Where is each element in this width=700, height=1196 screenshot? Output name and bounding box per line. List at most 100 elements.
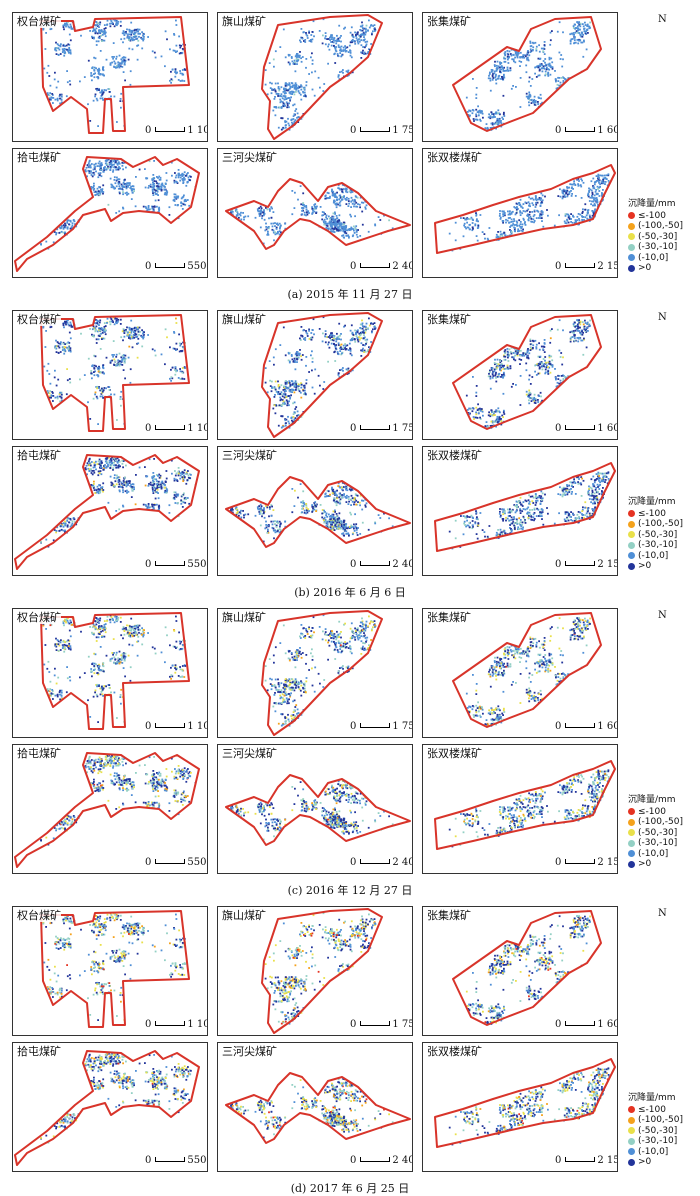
deformation-point bbox=[605, 181, 607, 183]
deformation-point bbox=[128, 357, 130, 359]
deformation-point bbox=[275, 381, 277, 383]
deformation-point bbox=[288, 404, 290, 406]
deformation-point bbox=[288, 55, 290, 57]
deformation-point bbox=[70, 322, 72, 324]
deformation-point bbox=[540, 205, 542, 207]
deformation-point bbox=[107, 163, 109, 165]
deformation-point bbox=[577, 21, 579, 23]
deformation-point bbox=[365, 28, 367, 30]
deformation-point bbox=[271, 390, 273, 392]
deformation-point bbox=[283, 393, 285, 395]
deformation-point bbox=[152, 348, 154, 350]
deformation-point bbox=[539, 51, 541, 53]
deformation-point bbox=[589, 197, 591, 199]
deformation-point bbox=[80, 35, 82, 37]
deformation-point bbox=[279, 95, 281, 97]
deformation-point bbox=[369, 325, 371, 327]
deformation-point bbox=[102, 66, 104, 68]
deformation-point bbox=[51, 93, 53, 95]
deformation-point bbox=[523, 203, 525, 205]
legend-item: (-30,-10] bbox=[628, 242, 683, 253]
deformation-point bbox=[139, 331, 141, 333]
deformation-point bbox=[304, 39, 306, 41]
deformation-point bbox=[332, 224, 334, 226]
deformation-point bbox=[283, 102, 285, 104]
deformation-point bbox=[542, 50, 544, 52]
deformation-point bbox=[513, 54, 515, 56]
deformation-point bbox=[594, 195, 596, 197]
deformation-point bbox=[182, 173, 184, 175]
deformation-point bbox=[334, 213, 336, 215]
deformation-point bbox=[366, 339, 368, 341]
deformation-point bbox=[297, 87, 299, 89]
deformation-point bbox=[345, 191, 347, 193]
deformation-point bbox=[494, 369, 496, 371]
deformation-point bbox=[514, 61, 516, 63]
deformation-point bbox=[296, 415, 298, 417]
deformation-point bbox=[576, 219, 578, 221]
deformation-point bbox=[583, 40, 585, 42]
deformation-point bbox=[528, 201, 530, 203]
deformation-point bbox=[579, 220, 581, 222]
deformation-point bbox=[93, 100, 95, 102]
deformation-point bbox=[510, 67, 512, 69]
deformation-point bbox=[102, 397, 104, 399]
deformation-point bbox=[487, 238, 489, 240]
deformation-point bbox=[485, 127, 487, 129]
deformation-point bbox=[291, 82, 293, 84]
deformation-point bbox=[455, 239, 457, 241]
deformation-point bbox=[579, 323, 581, 325]
deformation-point bbox=[488, 414, 490, 416]
deformation-point bbox=[135, 176, 137, 178]
deformation-point bbox=[312, 329, 314, 331]
deformation-point bbox=[362, 52, 364, 54]
deformation-point bbox=[509, 210, 511, 212]
scale-zero: 0 bbox=[555, 261, 561, 272]
deformation-point bbox=[67, 226, 69, 228]
deformation-point bbox=[580, 333, 582, 335]
deformation-point bbox=[130, 382, 132, 384]
deformation-point bbox=[355, 202, 357, 204]
deformation-point bbox=[604, 177, 606, 179]
deformation-point bbox=[477, 105, 479, 107]
deformation-point bbox=[109, 91, 111, 93]
deformation-point bbox=[587, 330, 589, 332]
deformation-point bbox=[493, 414, 495, 416]
deformation-point bbox=[310, 34, 312, 36]
deformation-point bbox=[558, 85, 560, 87]
deformation-point bbox=[325, 216, 327, 218]
deformation-point bbox=[170, 369, 172, 371]
deformation-point bbox=[164, 65, 166, 67]
quantai-map bbox=[13, 13, 208, 142]
deformation-point bbox=[354, 32, 356, 34]
deformation-point bbox=[99, 330, 101, 332]
deformation-point bbox=[171, 175, 173, 177]
deformation-point bbox=[341, 344, 343, 346]
deformation-point bbox=[594, 184, 596, 186]
deformation-point bbox=[123, 32, 125, 34]
deformation-point bbox=[523, 57, 525, 59]
deformation-point bbox=[370, 341, 372, 343]
deformation-point bbox=[68, 350, 70, 352]
deformation-point bbox=[537, 399, 539, 401]
deformation-point bbox=[344, 229, 346, 231]
deformation-point bbox=[497, 109, 499, 111]
deformation-point bbox=[338, 40, 340, 42]
deformation-point bbox=[562, 192, 564, 194]
deformation-point bbox=[295, 82, 297, 84]
deformation-point bbox=[120, 38, 122, 40]
deformation-point bbox=[153, 177, 155, 179]
deformation-point bbox=[587, 322, 589, 324]
deformation-point bbox=[296, 361, 298, 363]
deformation-point bbox=[136, 336, 138, 338]
deformation-point bbox=[107, 166, 109, 168]
deformation-point bbox=[529, 397, 531, 399]
deformation-point bbox=[359, 327, 361, 329]
scale-value: 2 400 m bbox=[392, 261, 413, 272]
deformation-point bbox=[567, 194, 569, 196]
deformation-point bbox=[40, 243, 42, 245]
mine-boundary bbox=[41, 17, 189, 133]
deformation-point bbox=[530, 349, 532, 351]
deformation-point bbox=[499, 119, 501, 121]
